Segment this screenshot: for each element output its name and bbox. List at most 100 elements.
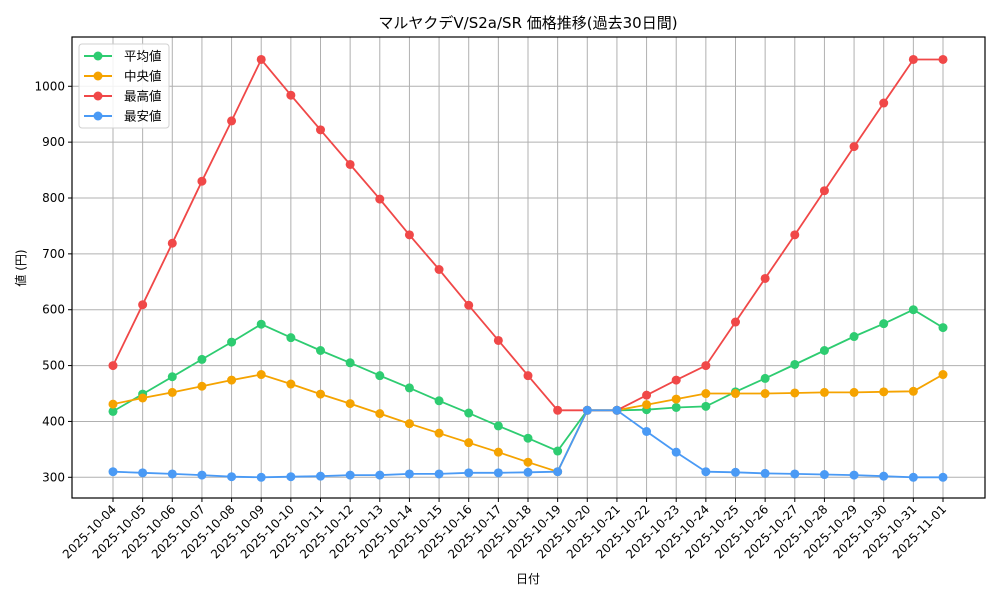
series-line bbox=[108, 405, 948, 482]
data-point bbox=[138, 393, 148, 403]
legend-marker bbox=[93, 51, 103, 61]
data-point bbox=[138, 300, 148, 310]
data-point bbox=[167, 372, 177, 382]
data-point bbox=[701, 389, 711, 399]
data-point bbox=[701, 361, 711, 371]
data-point bbox=[760, 468, 770, 478]
legend-marker bbox=[93, 91, 103, 101]
data-point bbox=[731, 467, 740, 477]
data-point bbox=[671, 394, 681, 404]
data-point bbox=[375, 194, 385, 204]
data-point bbox=[345, 358, 355, 368]
data-point bbox=[493, 421, 503, 431]
data-point bbox=[938, 323, 948, 333]
data-point bbox=[493, 335, 503, 345]
data-point bbox=[760, 373, 770, 383]
data-point bbox=[464, 408, 474, 418]
data-point bbox=[671, 375, 681, 385]
data-point bbox=[167, 238, 177, 248]
data-point bbox=[375, 371, 385, 381]
data-point bbox=[404, 419, 414, 429]
data-point bbox=[879, 98, 889, 108]
legend-label: 最高値 bbox=[124, 89, 162, 104]
data-point bbox=[642, 400, 652, 410]
data-point bbox=[879, 319, 889, 329]
legend-marker bbox=[93, 71, 103, 81]
data-point bbox=[375, 409, 385, 419]
legend-item: 中央値 bbox=[84, 69, 162, 84]
data-point bbox=[760, 389, 770, 399]
data-point bbox=[523, 433, 533, 443]
data-point bbox=[227, 337, 237, 347]
data-point bbox=[108, 467, 118, 477]
legend-item: 最安値 bbox=[84, 109, 162, 124]
data-point bbox=[819, 387, 829, 397]
data-point bbox=[523, 371, 533, 381]
legend-marker bbox=[93, 111, 103, 121]
legend-box bbox=[78, 43, 170, 129]
data-point bbox=[938, 370, 948, 380]
data-point bbox=[819, 186, 829, 196]
data-point bbox=[404, 383, 414, 393]
data-point bbox=[197, 381, 207, 391]
data-point bbox=[345, 159, 355, 169]
data-point bbox=[938, 54, 948, 64]
data-point bbox=[849, 387, 859, 397]
data-point bbox=[582, 405, 592, 415]
data-point bbox=[286, 333, 296, 343]
data-point bbox=[256, 54, 266, 64]
x-axis: 2025-10-042025-10-052025-10-062025-10-07… bbox=[60, 498, 949, 561]
data-point bbox=[553, 446, 563, 456]
data-point bbox=[316, 125, 325, 135]
legend-label: 最安値 bbox=[124, 109, 162, 124]
y-tick-label: 700 bbox=[42, 247, 65, 261]
data-point bbox=[256, 370, 266, 380]
data-point bbox=[197, 354, 207, 364]
data-point bbox=[167, 469, 177, 479]
data-point bbox=[345, 399, 355, 409]
data-point bbox=[434, 396, 444, 406]
data-point bbox=[938, 472, 948, 482]
data-point bbox=[434, 428, 444, 438]
data-point bbox=[701, 401, 711, 411]
data-point bbox=[138, 468, 148, 478]
data-point bbox=[227, 375, 237, 385]
data-point bbox=[642, 390, 652, 400]
data-point bbox=[197, 176, 207, 186]
data-point bbox=[464, 468, 474, 478]
data-point bbox=[493, 447, 503, 457]
data-series bbox=[108, 54, 948, 482]
data-point bbox=[523, 457, 533, 467]
data-point bbox=[256, 319, 266, 329]
data-point bbox=[464, 300, 474, 310]
data-point bbox=[790, 469, 800, 479]
data-point bbox=[227, 116, 237, 126]
data-point bbox=[701, 467, 711, 477]
legend-label: 中央値 bbox=[124, 69, 162, 84]
data-point bbox=[493, 468, 503, 478]
data-point bbox=[879, 387, 889, 397]
data-point bbox=[908, 54, 918, 64]
x-axis-title: 日付 bbox=[516, 572, 540, 586]
y-axis: 300 400 500 600 700 800 900 1000 bbox=[34, 79, 72, 484]
data-point bbox=[731, 389, 740, 399]
y-tick-label: 1000 bbox=[34, 79, 65, 93]
legend-item: 平均値 bbox=[84, 49, 162, 64]
data-point bbox=[316, 389, 325, 399]
legend-label: 平均値 bbox=[124, 49, 162, 64]
data-point bbox=[671, 447, 681, 457]
y-tick-label: 500 bbox=[42, 359, 65, 373]
data-point bbox=[286, 379, 296, 389]
series-line bbox=[108, 54, 948, 415]
data-point bbox=[790, 388, 800, 398]
data-point bbox=[286, 472, 296, 482]
data-point bbox=[908, 386, 918, 396]
data-point bbox=[108, 361, 118, 371]
data-point bbox=[404, 469, 414, 479]
data-point bbox=[553, 467, 563, 477]
plot-frame bbox=[71, 36, 986, 499]
data-point bbox=[790, 359, 800, 369]
y-tick-label: 600 bbox=[42, 303, 65, 317]
